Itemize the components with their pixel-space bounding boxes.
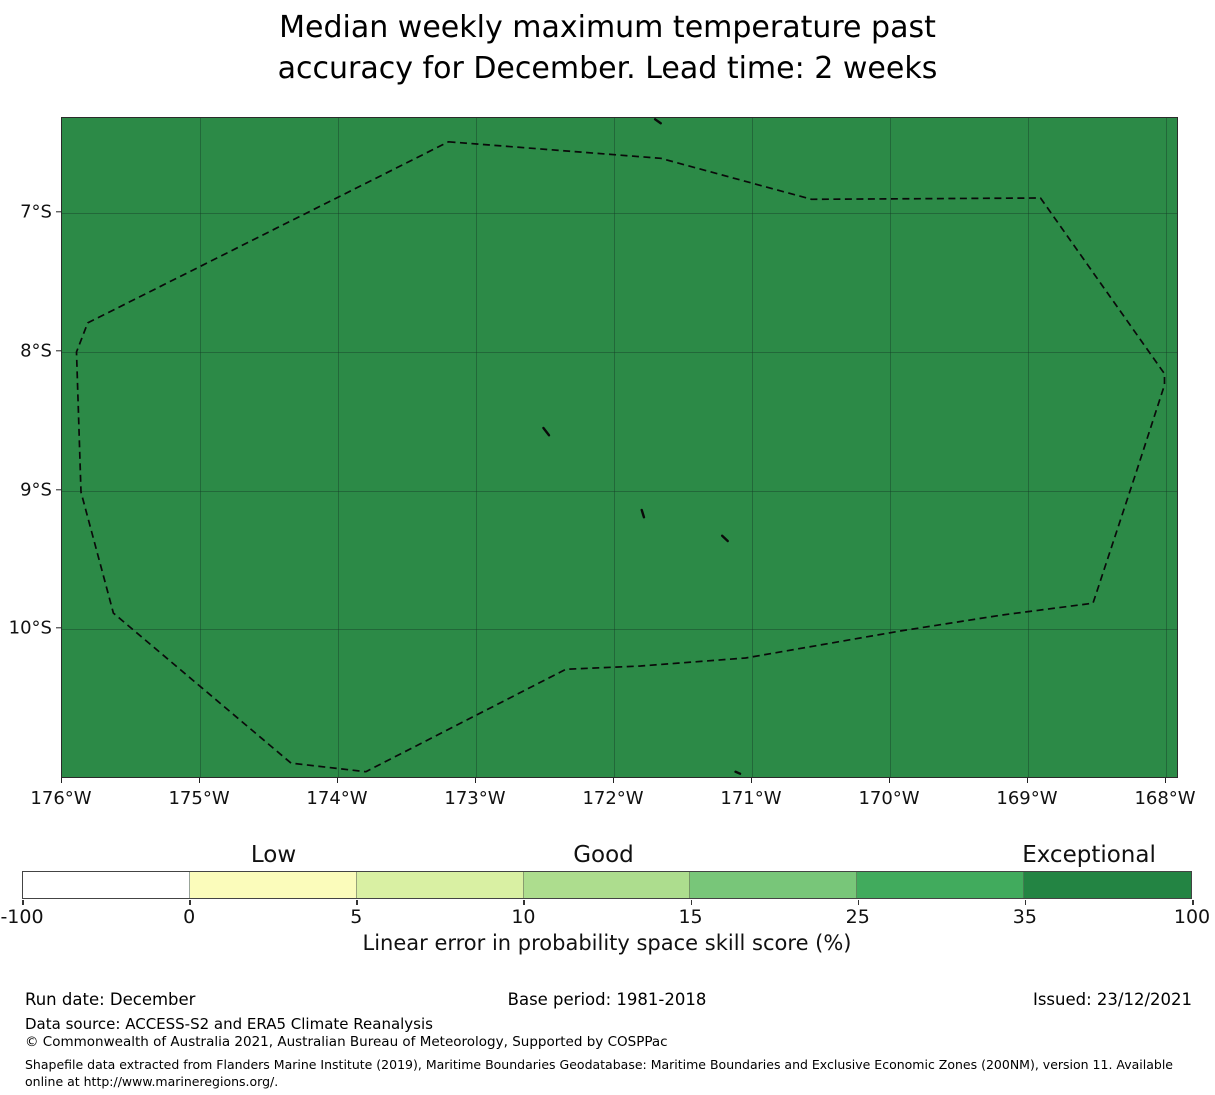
island-mark bbox=[653, 118, 662, 125]
x-axis-tick-label: 173°W bbox=[444, 788, 506, 809]
data-source-text: Data source: ACCESS-S2 and ERA5 Climate … bbox=[25, 1015, 433, 1033]
map-gridline-horizontal bbox=[62, 629, 1177, 631]
colorbar-segment bbox=[857, 872, 1025, 898]
map-gridline-horizontal bbox=[62, 351, 1177, 353]
colorbar-segment bbox=[23, 872, 190, 898]
colorbar-segment bbox=[356, 872, 524, 898]
x-axis-tick-label: 176°W bbox=[30, 788, 92, 809]
issued-date-text: Issued: 23/12/2021 bbox=[1032, 990, 1192, 1009]
colorbar-tick-mark bbox=[1192, 900, 1194, 905]
map-gridline-vertical bbox=[200, 118, 202, 777]
x-axis-tick-mark bbox=[337, 778, 339, 783]
colorbar-segment bbox=[690, 872, 858, 898]
map-gridline-vertical bbox=[890, 118, 892, 777]
colorbar-tick-label: 35 bbox=[1012, 906, 1037, 928]
colorbar-category-label: Exceptional bbox=[1022, 842, 1156, 868]
y-axis-tick-mark bbox=[56, 350, 61, 352]
y-axis-tick-label: 9°S bbox=[20, 479, 52, 501]
y-axis-tick-mark bbox=[56, 627, 61, 629]
map-gridline-vertical bbox=[1027, 118, 1029, 777]
y-axis-tick-label: 10°S bbox=[8, 617, 52, 639]
colorbar-category-label: Low bbox=[250, 842, 297, 868]
colorbar-tick-mark bbox=[1024, 900, 1027, 905]
island-mark bbox=[720, 534, 729, 543]
x-axis-tick-mark bbox=[199, 778, 201, 783]
map-gridline-vertical bbox=[614, 118, 616, 777]
x-axis-tick-label: 175°W bbox=[168, 788, 230, 809]
island-mark bbox=[640, 508, 646, 519]
x-axis-tick-mark bbox=[1026, 778, 1029, 783]
eez-dashed-boundary bbox=[75, 140, 1166, 773]
colorbar-tick-mark bbox=[22, 900, 24, 905]
colorbar-tick-label: 15 bbox=[678, 906, 703, 928]
x-axis-tick-label: 168°W bbox=[1134, 788, 1196, 809]
colorbar-tick-label: 25 bbox=[845, 906, 870, 928]
chart-title: Median weekly maximum temperature past a… bbox=[277, 10, 938, 86]
x-axis-tick-mark bbox=[750, 778, 753, 783]
x-axis-tick-label: 172°W bbox=[582, 788, 644, 809]
x-axis-tick-label: 169°W bbox=[996, 788, 1058, 809]
map-gridline-vertical bbox=[338, 118, 339, 777]
colorbar-tick-label: -100 bbox=[0, 906, 44, 928]
map-gridline-horizontal bbox=[62, 212, 1177, 214]
copyright-text: © Commonwealth of Australia 2021, Austra… bbox=[25, 1034, 668, 1050]
colorbar-segment bbox=[189, 872, 357, 898]
shapefile-note-text: Shapefile data extracted from Flanders M… bbox=[25, 1057, 1173, 1090]
map-gridline-vertical bbox=[1166, 118, 1168, 777]
colorbar-tick-label: 0 bbox=[183, 906, 196, 928]
colorbar-segment bbox=[1024, 872, 1191, 898]
colorbar-tick-mark bbox=[523, 900, 525, 905]
x-axis-tick-mark bbox=[61, 778, 63, 783]
x-axis-tick-mark bbox=[474, 778, 477, 783]
x-axis-tick-label: 171°W bbox=[720, 788, 782, 809]
map-gridline-vertical bbox=[751, 118, 753, 777]
y-axis-tick-mark bbox=[56, 211, 61, 213]
x-axis-tick-mark bbox=[1165, 778, 1167, 783]
colorbar-tick-label: 100 bbox=[1173, 906, 1211, 928]
x-axis-tick-mark bbox=[613, 778, 615, 783]
map-plot-area bbox=[61, 117, 1178, 778]
island-mark bbox=[542, 426, 551, 437]
colorbar bbox=[22, 871, 1192, 899]
island-mark bbox=[734, 770, 742, 775]
colorbar-tick-label: 5 bbox=[350, 906, 363, 928]
map-gridline-vertical bbox=[475, 118, 477, 777]
colorbar-tick-mark bbox=[690, 900, 693, 905]
colorbar-tick-label: 10 bbox=[511, 906, 536, 928]
x-axis-tick-label: 174°W bbox=[306, 788, 368, 809]
y-axis-tick-label: 7°S bbox=[20, 201, 52, 223]
colorbar-segment bbox=[523, 872, 691, 898]
map-gridline-horizontal bbox=[62, 491, 1177, 492]
colorbar-tick-mark bbox=[857, 900, 860, 905]
base-period-text: Base period: 1981-2018 bbox=[507, 990, 707, 1009]
y-axis-tick-mark bbox=[56, 489, 61, 491]
colorbar-category-label: Good bbox=[573, 842, 634, 868]
colorbar-tick-mark bbox=[356, 900, 358, 905]
colorbar-axis-label: Linear error in probability space skill … bbox=[362, 931, 852, 955]
x-axis-tick-label: 170°W bbox=[858, 788, 920, 809]
run-date-text: Run date: December bbox=[25, 990, 196, 1009]
x-axis-tick-mark bbox=[889, 778, 891, 783]
y-axis-tick-label: 8°S bbox=[20, 340, 52, 362]
colorbar-tick-mark bbox=[189, 900, 191, 905]
eez-boundary-overlay bbox=[75, 118, 1166, 775]
